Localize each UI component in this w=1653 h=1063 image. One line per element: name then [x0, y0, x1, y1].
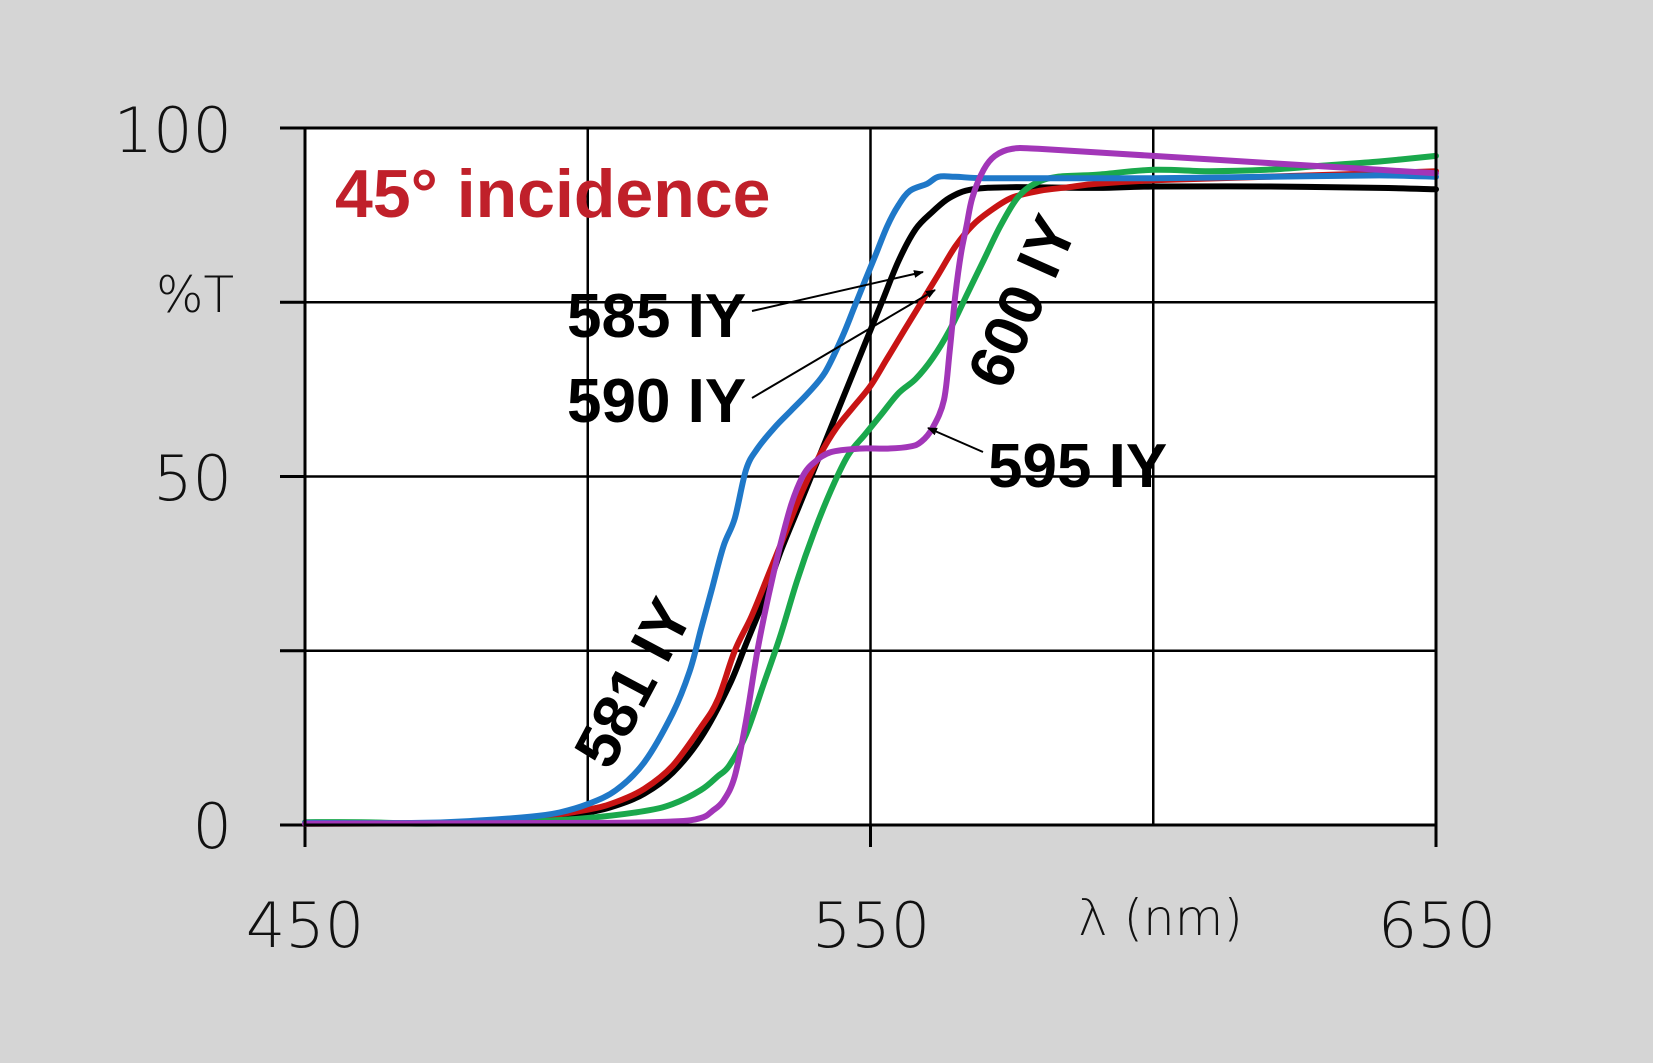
chart-title: 45° incidence	[335, 156, 770, 232]
x-tick-label-450: 450	[246, 889, 364, 962]
plot-border	[303, 126, 1438, 827]
annotation-585-iy: 585 IY	[567, 282, 746, 351]
series-line-595-iy	[302, 145, 1439, 827]
leader-595-iy	[927, 427, 984, 453]
x-axis-label: λ (nm)	[1078, 889, 1243, 947]
x-tick-label-550: 550	[812, 889, 930, 962]
leader-585-iy	[751, 270, 924, 312]
annotation-595-iy: 595 IY	[988, 432, 1167, 501]
plot-frame	[303, 126, 1438, 827]
series-line-600-iy	[302, 152, 1439, 827]
y-tick-label-100: 100	[114, 94, 232, 167]
series-curves	[302, 145, 1439, 827]
x-tick-label-650: 650	[1378, 889, 1496, 962]
annotation-leaders	[751, 270, 984, 453]
y-tick-label-0: 0	[193, 790, 232, 863]
annotation-590-iy: 590 IY	[567, 367, 746, 436]
y-tick-label-50: 50	[153, 442, 232, 515]
axis-ticks	[280, 126, 1438, 847]
series-line-590-iy	[302, 168, 1439, 827]
y-axis-label: %T	[156, 266, 234, 324]
leader-590-iy	[751, 289, 936, 399]
